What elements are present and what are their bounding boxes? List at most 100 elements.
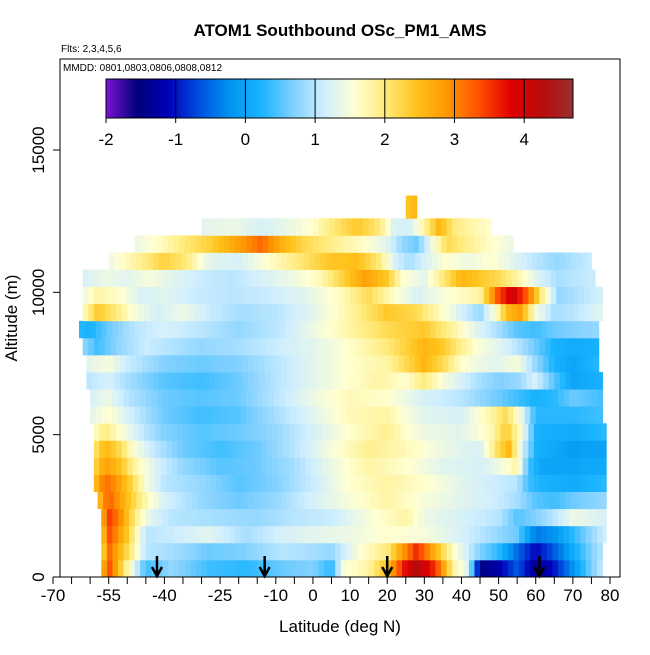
heatmap-cell (472, 286, 479, 305)
heatmap-cell (478, 269, 485, 288)
colorbar-tick-label: 0 (241, 130, 250, 149)
heatmap-cell (301, 320, 308, 339)
heatmap-cell (246, 235, 253, 253)
heatmap-cell (429, 389, 436, 407)
colorbar-tick-label: 4 (519, 130, 528, 149)
heatmap-cell (589, 286, 596, 305)
heatmap-cell (576, 491, 583, 510)
heatmap-cell (409, 354, 416, 373)
heatmap-cell (268, 406, 275, 424)
heatmap-cell (533, 457, 540, 475)
heatmap-cell (496, 320, 503, 339)
heatmap-cell (519, 389, 525, 407)
heatmap-cell (350, 440, 357, 458)
heatmap-cell (260, 423, 267, 441)
heatmap-cell (403, 354, 410, 373)
heatmap-cell (335, 542, 342, 561)
heatmap-cell (138, 457, 145, 475)
heatmap-cell (337, 372, 344, 390)
heatmap-cell (584, 474, 590, 492)
heatmap-cell (374, 508, 381, 527)
heatmap-cell (238, 440, 245, 458)
heatmap-cell (283, 337, 290, 356)
heatmap-cell (290, 525, 297, 544)
heatmap-cell (320, 491, 327, 510)
heatmap-cell (340, 525, 347, 544)
heatmap-cell (337, 354, 344, 373)
heatmap-cell (407, 320, 414, 339)
heatmap-cell (353, 491, 360, 510)
heatmap-cell (227, 269, 234, 288)
heatmap-cell (405, 269, 412, 288)
heatmap-cell (511, 457, 518, 475)
heatmap-cell (331, 372, 338, 390)
heatmap-cell (509, 372, 516, 390)
heatmap-cell (457, 542, 464, 561)
heatmap-cell (524, 320, 531, 339)
heatmap-cell (142, 252, 149, 270)
heatmap-cell (556, 286, 563, 305)
heatmap-cell (413, 218, 420, 236)
heatmap-cell (320, 372, 327, 390)
heatmap-cell (229, 542, 236, 561)
heatmap-cell (298, 354, 305, 373)
heatmap-cell (253, 372, 260, 390)
heatmap-cell (537, 252, 544, 270)
heatmap-cell (504, 252, 511, 270)
heatmap-cell (338, 423, 345, 441)
heatmap-cell (207, 559, 214, 578)
heatmap-cell (129, 508, 136, 527)
heatmap-cell (149, 474, 156, 492)
heatmap-cell (186, 252, 193, 270)
heatmap-cell (550, 337, 557, 356)
heatmap-cell (307, 218, 314, 236)
heatmap-cell (298, 491, 305, 510)
heatmap-cell (246, 525, 253, 544)
heatmap-cell (246, 542, 253, 561)
heatmap-cell (162, 559, 169, 578)
heatmap-cell (585, 320, 592, 339)
heatmap-cell (218, 525, 225, 544)
heatmap-cell (533, 440, 540, 458)
heatmap-cell (494, 337, 501, 356)
heatmap-cell (116, 457, 123, 475)
heatmap-cell (344, 457, 351, 475)
heatmap-cell (474, 559, 481, 578)
chart-title: ATOM1 Southbound OSc_PM1_AMS (193, 21, 486, 40)
heatmap-cell (195, 559, 202, 578)
heatmap-cell (268, 525, 275, 544)
heatmap-cell (307, 235, 314, 253)
heatmap-cell (249, 474, 256, 492)
colorbar-ticks: -2 -1 0 1 2 3 4 (98, 79, 529, 149)
heatmap-cell (184, 508, 191, 527)
heatmap-cell (556, 457, 563, 475)
heatmap-cell (435, 406, 442, 424)
heatmap-cell (270, 491, 277, 510)
heatmap-cell (188, 337, 195, 356)
heatmap-cell (104, 457, 111, 475)
heatmap-cell (563, 508, 570, 527)
heatmap-cell (357, 508, 364, 527)
heatmap-cell (441, 320, 448, 339)
heatmap-cell (329, 389, 336, 407)
heatmap-cell (151, 320, 158, 339)
heatmap-cell (168, 389, 175, 407)
heatmap-cell (160, 440, 167, 458)
heatmap-cell (368, 542, 375, 561)
heatmap-cell (173, 559, 180, 578)
heatmap-cell (463, 218, 470, 236)
heatmap-cell (394, 423, 401, 441)
heatmap-cell (101, 559, 108, 578)
heatmap-cell (312, 235, 319, 253)
colorbar-gradient (105, 78, 574, 119)
heatmap-cell (130, 354, 137, 373)
heatmap-cell (88, 286, 95, 305)
heatmap-cell (182, 286, 189, 305)
heatmap-cell (554, 354, 561, 373)
heatmap-cell (580, 406, 587, 424)
heatmap-cell (192, 372, 199, 390)
heatmap-cell (227, 337, 234, 356)
heatmap-cell (316, 423, 323, 441)
heatmap-cell (285, 218, 292, 236)
heatmap-cell (114, 354, 121, 373)
